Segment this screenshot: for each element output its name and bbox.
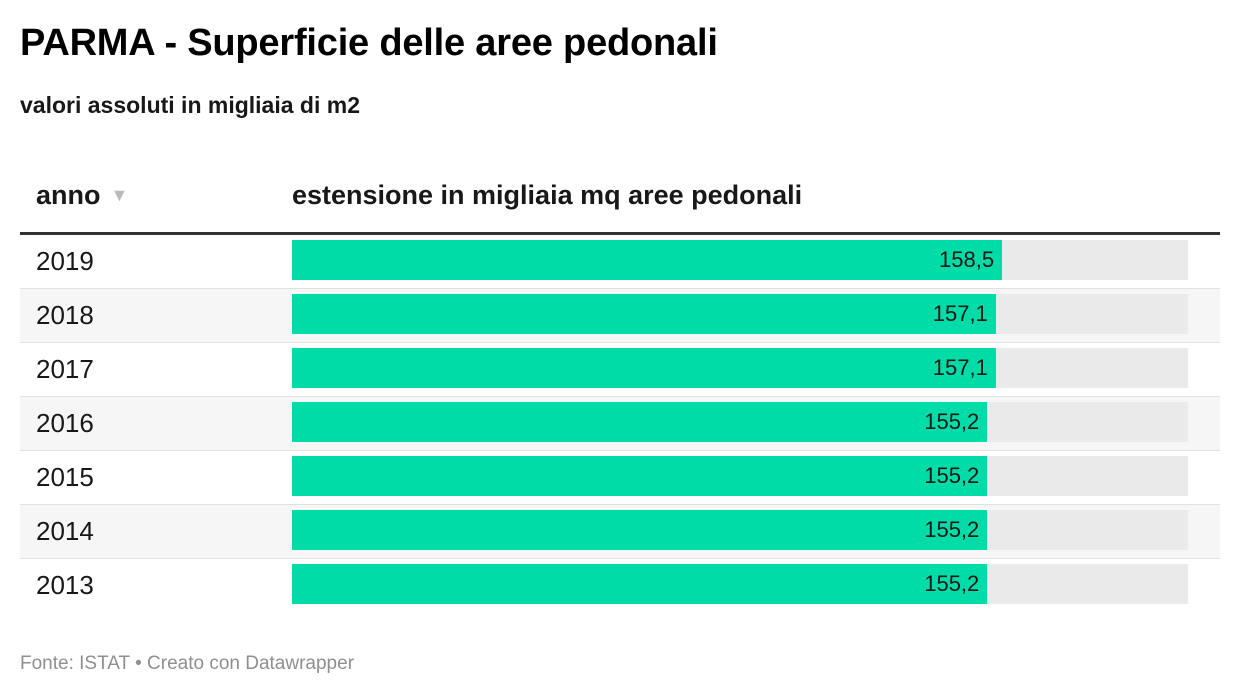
year-cell: 2018 [36, 300, 94, 330]
bar-value-label: 155,2 [924, 463, 980, 488]
bar: 155,2 [292, 564, 988, 604]
column-header-year[interactable]: anno ▼ [36, 180, 128, 211]
year-cell: 2017 [36, 354, 94, 384]
chart-title: PARMA - Superficie delle aree pedonali [20, 22, 718, 64]
table-row: 2014 155,2 [20, 505, 1220, 559]
table-row: 2013 155,2 [20, 559, 1220, 612]
table-row: 2015 155,2 [20, 451, 1220, 505]
bar: 157,1 [292, 294, 996, 334]
bar-value-label: 158,5 [939, 247, 995, 272]
bar: 158,5 [292, 240, 1003, 280]
bar-value-label: 155,2 [924, 517, 980, 542]
year-cell: 2015 [36, 462, 94, 492]
year-cell: 2014 [36, 516, 94, 546]
chart-subtitle: valori assoluti in migliaia di m2 [20, 92, 360, 118]
bar-track: 155,2 [292, 510, 1188, 550]
bar-value-label: 155,2 [924, 409, 980, 434]
bar-track: 155,2 [292, 456, 1188, 496]
bar: 155,2 [292, 456, 988, 496]
bar-track: 157,1 [292, 348, 1188, 388]
table-row: 2019 158,5 [20, 235, 1220, 289]
bar-track: 157,1 [292, 294, 1188, 334]
bar-value-label: 155,2 [924, 571, 980, 596]
table-body: 2019 158,5 2018 157,1 2017 157,1 2016 155,2 2015… [20, 235, 1220, 612]
bar: 155,2 [292, 402, 988, 442]
table-row: 2017 157,1 [20, 343, 1220, 397]
table-row: 2018 157,1 [20, 289, 1220, 343]
column-header-value[interactable]: estensione in migliaia mq aree pedonali [292, 180, 803, 210]
bar-value-label: 157,1 [932, 301, 988, 326]
table-row: 2016 155,2 [20, 397, 1220, 451]
year-cell: 2013 [36, 570, 94, 600]
column-header-year-label: anno [36, 180, 101, 210]
bar: 157,1 [292, 348, 996, 388]
sort-descending-icon[interactable]: ▼ [110, 185, 129, 205]
bar-track: 155,2 [292, 402, 1188, 442]
table-header: anno ▼ estensione in migliaia mq aree ped… [20, 170, 1220, 235]
data-table: anno ▼ estensione in migliaia mq aree ped… [20, 170, 1220, 612]
footer-source: Fonte: ISTAT • Creato con Datawrapper [20, 653, 355, 674]
bar-track: 155,2 [292, 564, 1188, 604]
bar-value-label: 157,1 [932, 355, 988, 380]
year-cell: 2016 [36, 408, 94, 438]
bar: 155,2 [292, 510, 988, 550]
bar-track: 158,5 [292, 240, 1188, 280]
year-cell: 2019 [36, 246, 94, 276]
